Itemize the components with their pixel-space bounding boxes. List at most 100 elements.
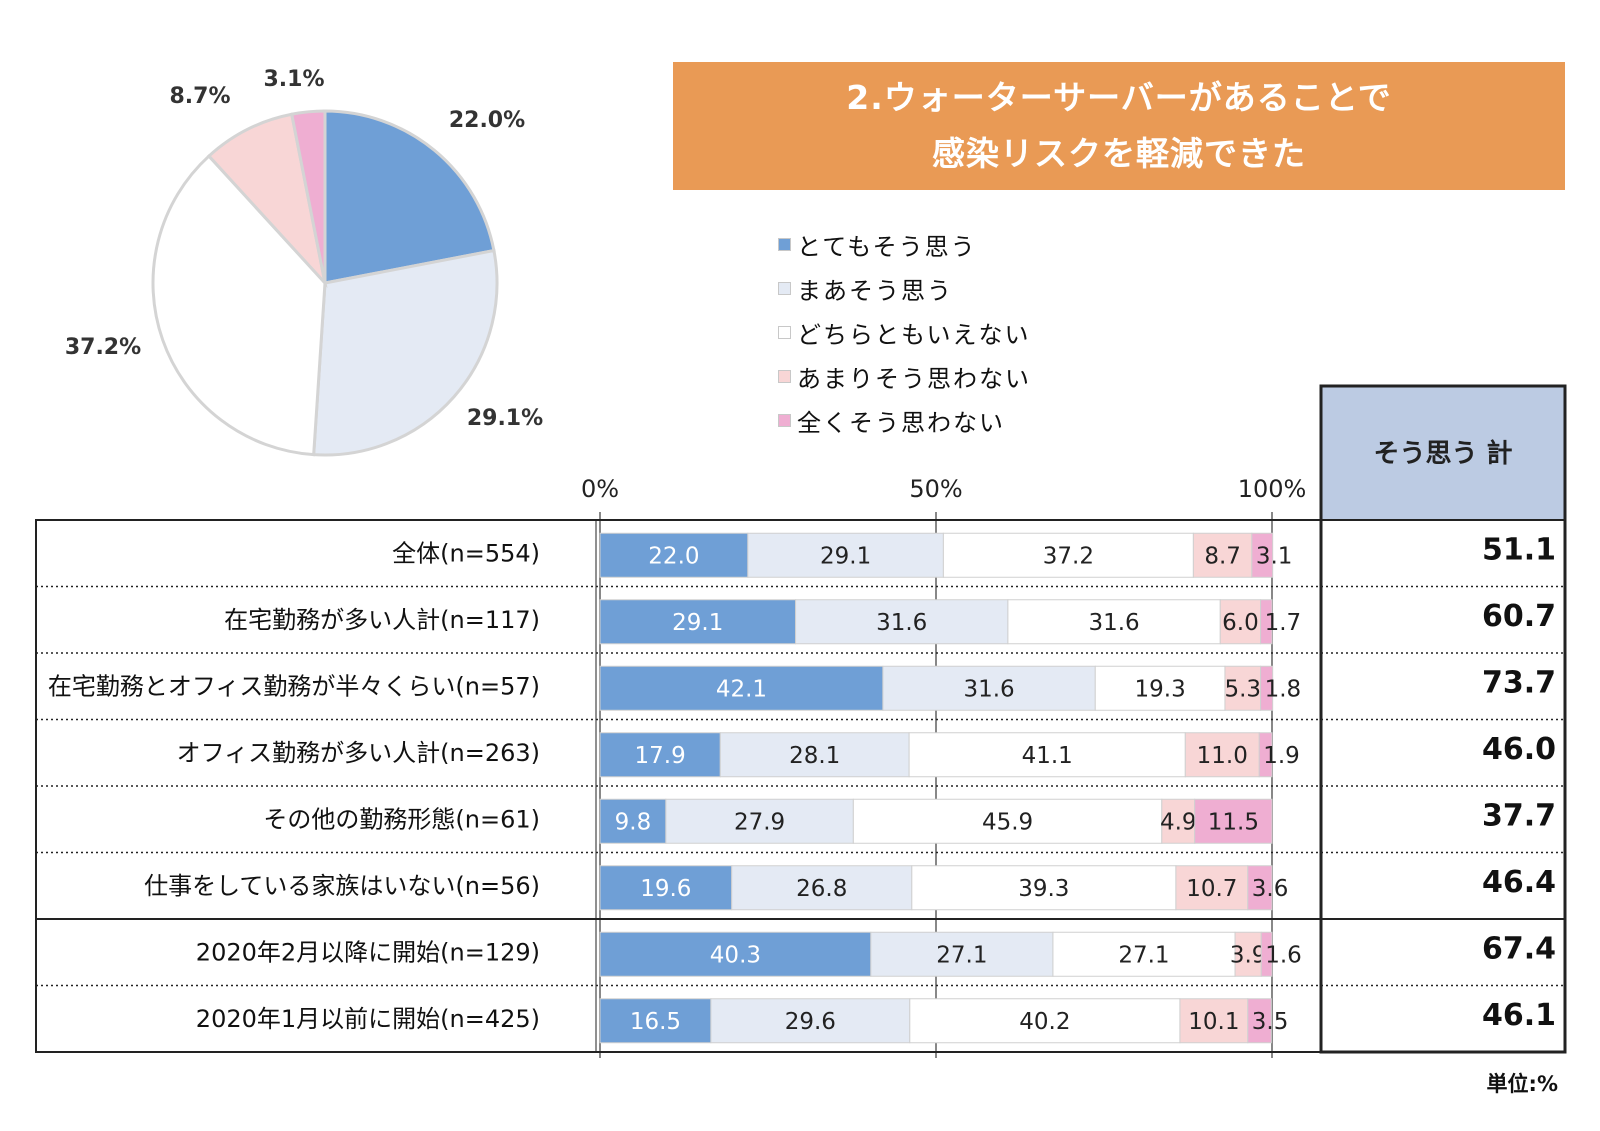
bar-value-label: 3.6 xyxy=(1252,876,1289,902)
bar-value-label: 27.9 xyxy=(734,809,785,835)
summary-value: 67.4 xyxy=(1482,931,1556,966)
row-label: 全体(n=554) xyxy=(392,539,540,567)
legend-swatch xyxy=(778,413,791,427)
bar-value-label: 37.2 xyxy=(1043,543,1094,569)
bar-segment xyxy=(747,532,944,578)
x-tick-label: 50% xyxy=(909,475,962,503)
bar-value-label: 3.5 xyxy=(1252,1009,1289,1035)
bar-value-label: 45.9 xyxy=(982,809,1033,835)
row-label: その他の勤務形態(n=61) xyxy=(263,805,540,833)
legend-item: どちらともいえない xyxy=(778,310,1031,354)
bar-value-label: 31.6 xyxy=(1088,610,1139,636)
bar-segment xyxy=(599,599,797,645)
bar-value-label: 19.3 xyxy=(1135,676,1186,702)
bar-value-label: 29.6 xyxy=(785,1009,836,1035)
pie-slice xyxy=(289,109,327,284)
legend-swatch xyxy=(778,369,791,383)
pie-slice-label: 8.7% xyxy=(169,84,230,109)
row-label: オフィス勤務が多い人計(n=263) xyxy=(177,739,540,767)
bar-value-label: 1.7 xyxy=(1265,610,1302,636)
chart-title-line2: 感染リスクを軽減できた xyxy=(932,134,1306,173)
bar-value-label: 26.8 xyxy=(796,876,847,902)
bar-segment xyxy=(599,798,667,844)
legend: とてもそう思う まあそう思う どちらともいえない あまりそう思わない 全くそう思… xyxy=(778,222,1031,442)
legend-swatch xyxy=(778,325,791,339)
bar-segment xyxy=(1007,599,1221,645)
bar-segment xyxy=(1219,599,1262,645)
bar-value-label: 11.0 xyxy=(1197,743,1248,769)
bar-segment xyxy=(1258,732,1273,778)
chart-title-banner: 2.ウォーターサーバーがあることで 感染リスクを軽減できた xyxy=(673,62,1565,190)
bar-value-label: 4.9 xyxy=(1160,809,1197,835)
summary-value: 73.7 xyxy=(1482,665,1556,700)
summary-header-cell xyxy=(1321,386,1565,520)
bar-segment xyxy=(599,732,721,778)
bar-segment xyxy=(719,732,910,778)
bar-value-label: 22.0 xyxy=(648,543,699,569)
bar-segment xyxy=(795,599,1009,645)
pie-slice xyxy=(312,248,499,457)
bar-segment xyxy=(942,532,1194,578)
bar-segment xyxy=(599,532,749,578)
bar-segment xyxy=(1260,599,1273,645)
pie-slice-label: 22.0% xyxy=(449,108,525,133)
bar-value-label: 17.9 xyxy=(635,743,686,769)
bar-segment xyxy=(599,931,872,977)
bar-segment xyxy=(599,865,733,911)
bar-segment xyxy=(1260,931,1273,977)
legend-label: どちらともいえない xyxy=(797,320,1031,349)
bar-segment xyxy=(882,665,1096,711)
bar-value-label: 8.7 xyxy=(1204,543,1241,569)
bar-value-label: 28.1 xyxy=(789,743,840,769)
bar-segment xyxy=(852,798,1163,844)
legend-label: とてもそう思う xyxy=(797,232,977,261)
pie-slice-label: 29.1% xyxy=(467,406,543,431)
row-label: 在宅勤務とオフィス勤務が半々くらい(n=57) xyxy=(48,672,540,700)
bar-value-label: 31.6 xyxy=(963,676,1014,702)
pie-slice xyxy=(151,153,327,457)
bar-segment xyxy=(1260,665,1274,711)
row-label: 在宅勤務が多い人計(n=117) xyxy=(224,606,540,634)
bar-segment xyxy=(731,865,913,911)
bar-segment xyxy=(665,798,854,844)
legend-item: とてもそう思う xyxy=(778,222,1031,266)
bar-value-label: 1.8 xyxy=(1265,676,1302,702)
bar-value-label: 16.5 xyxy=(630,1009,681,1035)
pie-slice xyxy=(206,112,328,288)
bar-segment xyxy=(908,732,1186,778)
summary-column-frame xyxy=(1319,384,1567,1054)
bar-value-label: 31.6 xyxy=(876,610,927,636)
row-label: 2020年2月以降に開始(n=129) xyxy=(196,938,540,966)
bar-segment xyxy=(909,998,1181,1044)
summary-header: そう思う 計 xyxy=(1373,438,1512,469)
legend-label: まあそう思う xyxy=(797,276,953,305)
x-tick-label: 0% xyxy=(581,475,619,503)
bar-value-label: 1.6 xyxy=(1265,942,1302,968)
pie-slice-label: 37.2% xyxy=(65,335,141,360)
bar-value-label: 3.1 xyxy=(1256,543,1293,569)
legend-item: 全くそう思わない xyxy=(778,398,1031,442)
summary-value: 37.7 xyxy=(1482,798,1556,833)
bar-segment xyxy=(1247,865,1273,911)
legend-label: あまりそう思わない xyxy=(797,364,1031,393)
x-tick-label: 100% xyxy=(1238,475,1307,503)
bar-value-label: 11.5 xyxy=(1208,809,1259,835)
bar-value-label: 39.3 xyxy=(1018,876,1069,902)
bar-value-label: 29.1 xyxy=(820,543,871,569)
summary-value: 46.1 xyxy=(1482,998,1556,1033)
summary-value: 46.4 xyxy=(1482,865,1556,900)
summary-value: 46.0 xyxy=(1482,732,1556,767)
unit-label: 単位:% xyxy=(1486,1072,1558,1096)
bar-segment xyxy=(1247,998,1272,1044)
pie-slice-label: 3.1% xyxy=(263,67,324,92)
summary-value: 51.1 xyxy=(1482,532,1556,567)
bar-segment xyxy=(1251,532,1274,578)
bar-value-label: 27.1 xyxy=(1118,942,1169,968)
bar-segment xyxy=(599,998,712,1044)
bar-value-label: 10.1 xyxy=(1188,1009,1239,1035)
chart-title-line1: 2.ウォーターサーバーがあることで xyxy=(846,78,1392,117)
bar-segment xyxy=(870,931,1054,977)
bar-value-label: 1.9 xyxy=(1263,743,1300,769)
bar-segment xyxy=(1192,532,1253,578)
bar-value-label: 3.9 xyxy=(1230,942,1267,968)
